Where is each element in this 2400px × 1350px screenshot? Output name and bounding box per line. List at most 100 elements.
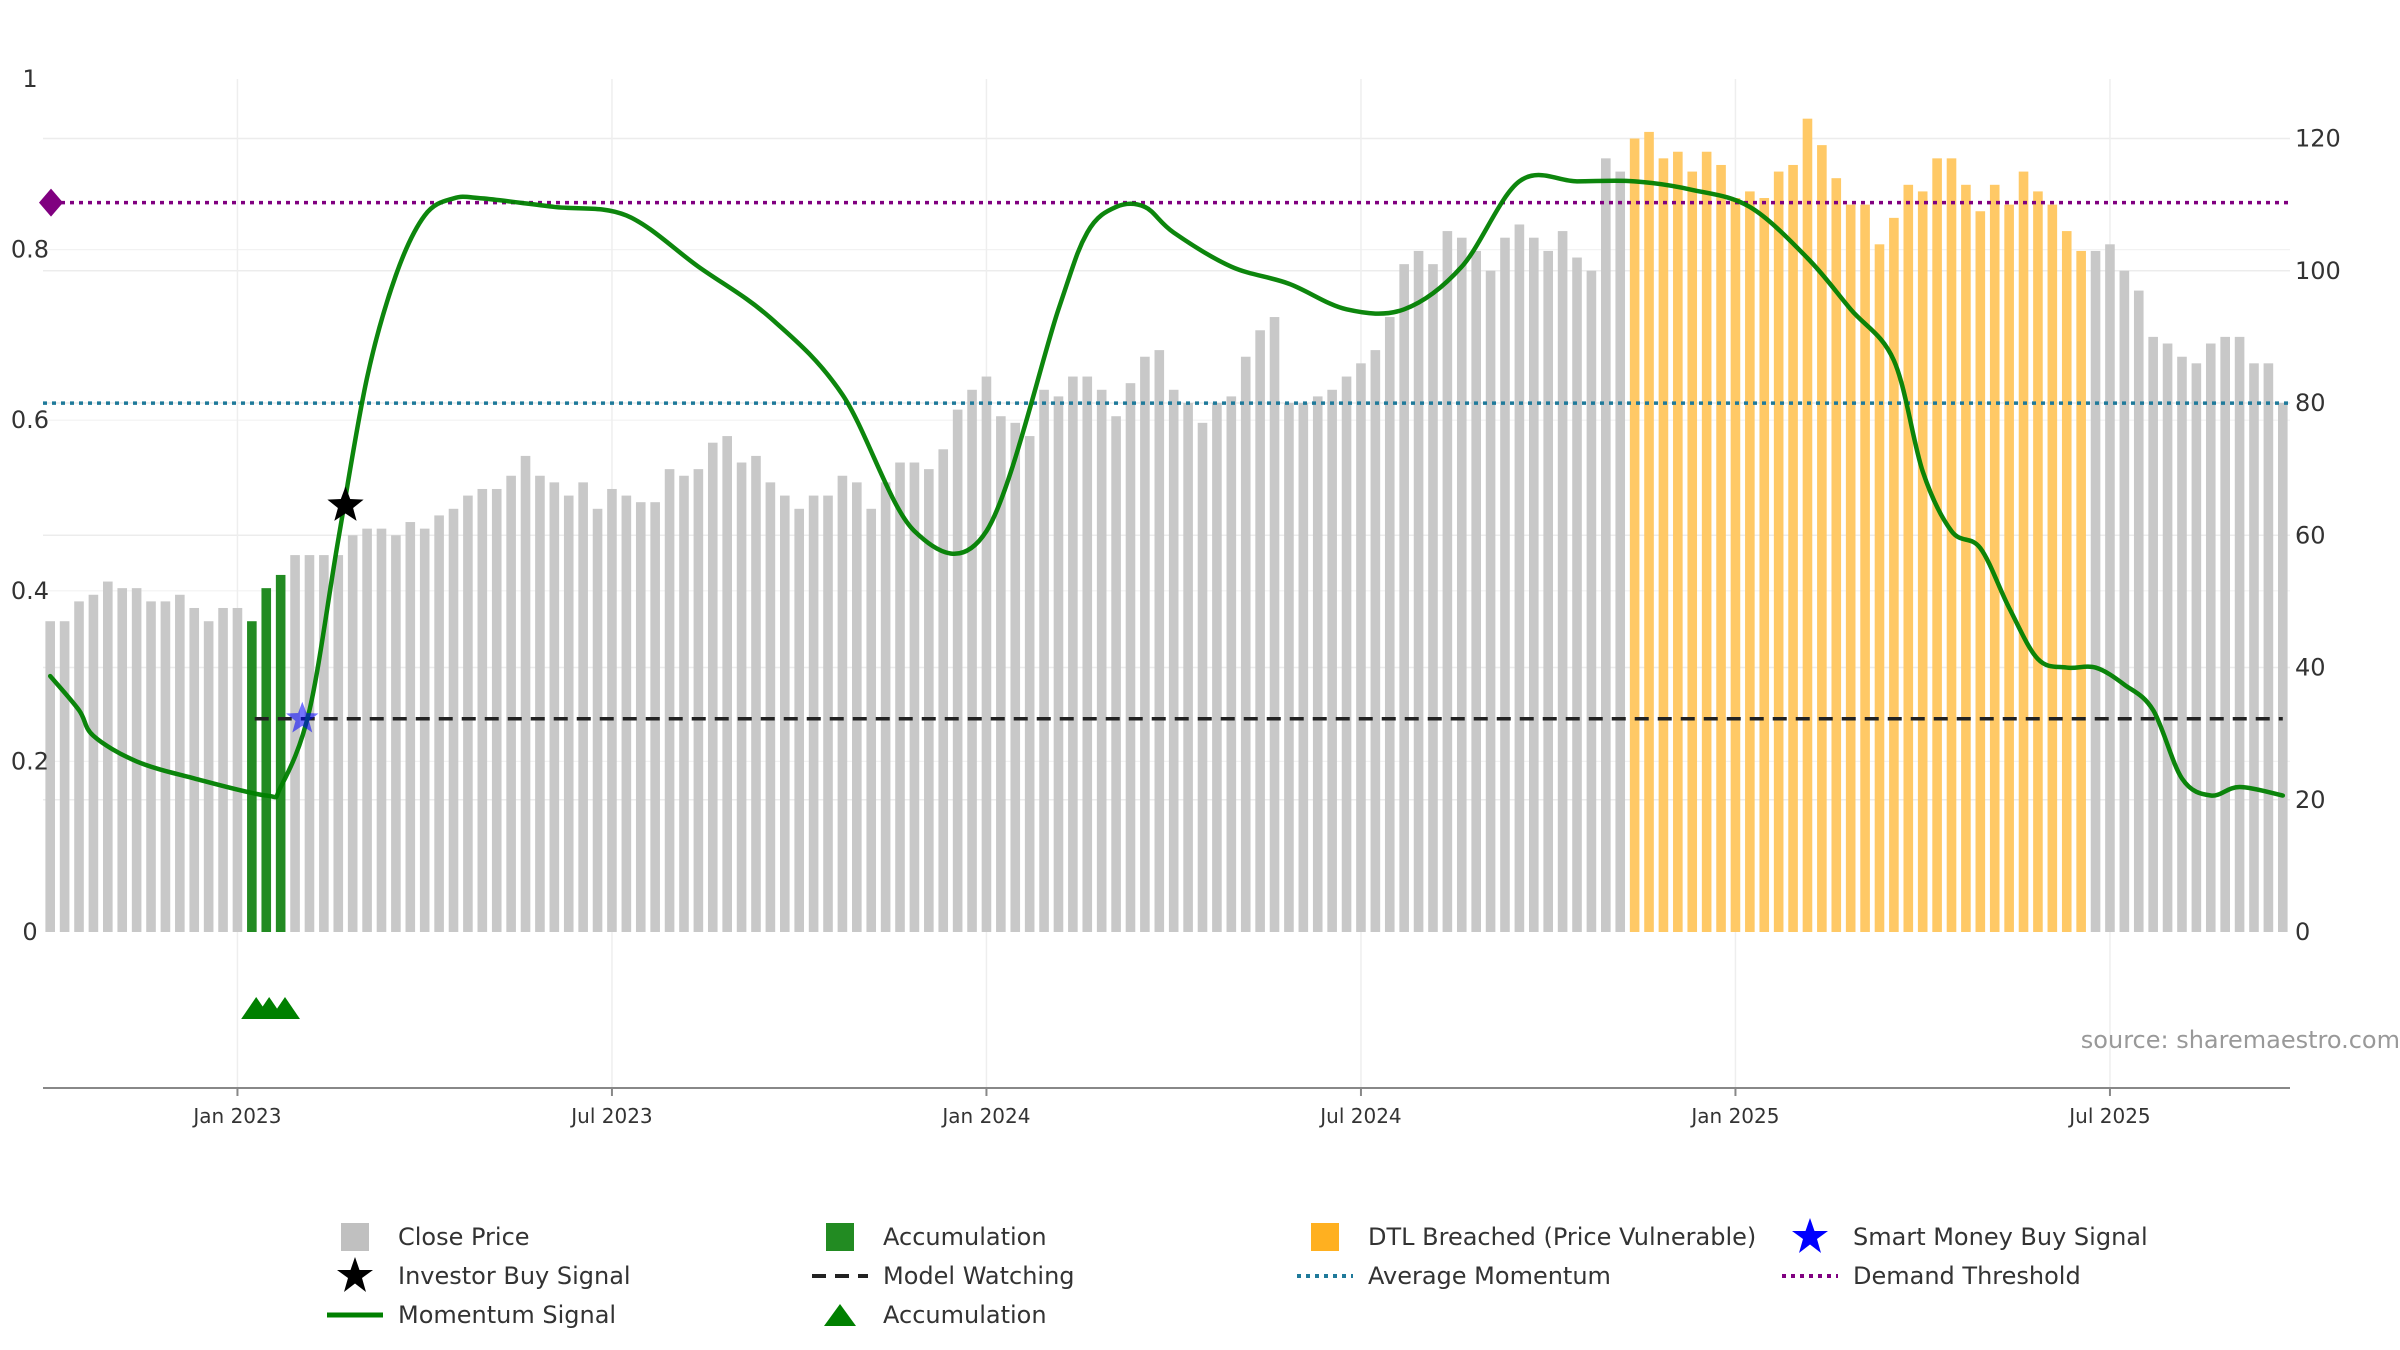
x-tick-label: Jan 2025 xyxy=(1689,1104,1779,1128)
close-price-bar xyxy=(117,588,128,932)
signal-lines xyxy=(43,172,2290,800)
dtl-breached-bar xyxy=(1716,164,1726,932)
left-tick-label: 0.4 xyxy=(11,577,49,605)
watermark: source: sharemaestro.com xyxy=(2081,1026,2400,1054)
close-price-bar xyxy=(2177,356,2187,932)
right-tick-label: 40 xyxy=(2295,654,2326,682)
close-price-bar xyxy=(765,482,776,932)
close-price-bar xyxy=(837,475,848,932)
close-price-bar xyxy=(909,462,920,932)
close-price-bar xyxy=(333,555,344,932)
dtl-breached-bar xyxy=(2018,171,2029,933)
close-price-bar xyxy=(218,607,228,932)
close-price-bar xyxy=(823,495,833,932)
close-price-bar xyxy=(2249,363,2259,932)
dtl-breached-bar xyxy=(2033,191,2043,932)
close-price-bar xyxy=(1125,383,1136,932)
close-price-bar xyxy=(1456,237,1467,932)
dtl-breached-bar xyxy=(1658,158,1669,933)
dtl-breached-bar xyxy=(1917,191,1928,932)
accumulation-bar xyxy=(275,574,286,932)
close-price-bar xyxy=(419,528,430,932)
close-price-bar xyxy=(189,607,200,932)
close-price-bar xyxy=(463,495,473,932)
close-price-bar xyxy=(751,455,761,932)
accumulation-bar xyxy=(261,588,272,932)
close-price-bar xyxy=(924,469,934,932)
close-price-bar xyxy=(592,508,603,932)
dtl-breached-bar xyxy=(1903,184,1914,932)
close-price-bar xyxy=(621,495,632,932)
left-tick-label: 0.2 xyxy=(11,747,49,775)
right-tick-label: 0 xyxy=(2295,918,2310,946)
dtl-breached-bar xyxy=(1860,204,1870,932)
close-price-bar xyxy=(520,455,531,932)
dtl-breached-bar xyxy=(1889,217,1899,932)
close-price-bar xyxy=(1053,396,1064,932)
close-price-bar xyxy=(88,594,99,932)
close-price-bar xyxy=(304,555,315,932)
close-price-bar xyxy=(1183,403,1193,932)
close-price-bar xyxy=(1601,158,1611,933)
right-tick-label: 100 xyxy=(2295,257,2341,285)
close-price-bar xyxy=(491,488,502,932)
dtl-breached-bar xyxy=(1874,244,1885,933)
close-price-bar xyxy=(794,508,805,932)
close-price-bar xyxy=(1384,317,1395,932)
close-price-bar xyxy=(1240,356,1251,932)
close-price-bar xyxy=(1572,257,1582,932)
dtl-breached-bar xyxy=(2076,250,2086,932)
price-bars xyxy=(45,118,2288,933)
close-price-bar xyxy=(563,495,574,932)
dtl-breached-bar xyxy=(2047,204,2058,932)
close-price-bar xyxy=(1284,403,1294,932)
accumulation-bar xyxy=(247,621,257,932)
close-price-bar xyxy=(362,528,372,932)
dtl-breached-bar xyxy=(1989,184,2000,932)
left-tick-label: 0.8 xyxy=(11,236,49,264)
close-price-bar xyxy=(1082,376,1093,933)
close-price-bar xyxy=(938,449,949,932)
close-price-bar xyxy=(1471,250,1481,932)
right-tick-label: 80 xyxy=(2295,389,2326,417)
close-price-bar xyxy=(1039,389,1049,932)
dtl-breached-bar xyxy=(1831,178,1842,933)
close-price-bar xyxy=(1024,436,1035,932)
close-price-bar xyxy=(635,502,646,932)
close-price-bar xyxy=(1500,237,1510,932)
demand-threshold-diamond-icon xyxy=(39,188,63,217)
close-price-bar xyxy=(1586,270,1597,932)
dtl-breached-bar xyxy=(2004,204,2014,932)
close-price-bar xyxy=(952,409,963,933)
close-price-bar xyxy=(880,482,891,932)
close-price-bar xyxy=(1528,237,1539,932)
close-price-bar xyxy=(2119,270,2130,932)
close-price-bar xyxy=(477,488,488,932)
close-price-bar xyxy=(1428,264,1438,932)
close-price-bar xyxy=(2105,244,2115,933)
close-price-bar xyxy=(1197,422,1208,932)
close-price-bar xyxy=(2277,403,2288,932)
x-tick-label: Jul 2023 xyxy=(569,1104,652,1128)
dtl-breached-bar xyxy=(1932,158,1942,933)
close-price-bar xyxy=(779,495,790,932)
close-price-bar xyxy=(1140,356,1150,932)
dtl-breached-bar xyxy=(1961,184,1971,932)
close-price-bar xyxy=(45,621,56,932)
x-tick-label: Jul 2025 xyxy=(2067,1104,2150,1128)
dtl-breached-bar xyxy=(1629,138,1640,933)
signal-markers xyxy=(39,188,364,1019)
close-price-bar xyxy=(693,469,704,932)
left-tick-label: 0.6 xyxy=(11,406,49,434)
close-price-bar xyxy=(707,442,718,932)
close-price-bar xyxy=(996,416,1006,932)
close-price-bar xyxy=(319,555,329,932)
axes: Jan 2023 Jul 2023 Jan 2024 Jul 2024 Jan 2025… xyxy=(11,65,2341,1128)
close-price-bar xyxy=(2162,343,2173,933)
close-price-bar xyxy=(405,522,416,932)
dtl-breached-bar xyxy=(1845,204,1856,932)
close-price-bar xyxy=(1615,171,1626,933)
close-price-bar xyxy=(664,469,675,932)
close-price-bar xyxy=(1557,231,1568,932)
close-price-bar xyxy=(1096,389,1107,932)
